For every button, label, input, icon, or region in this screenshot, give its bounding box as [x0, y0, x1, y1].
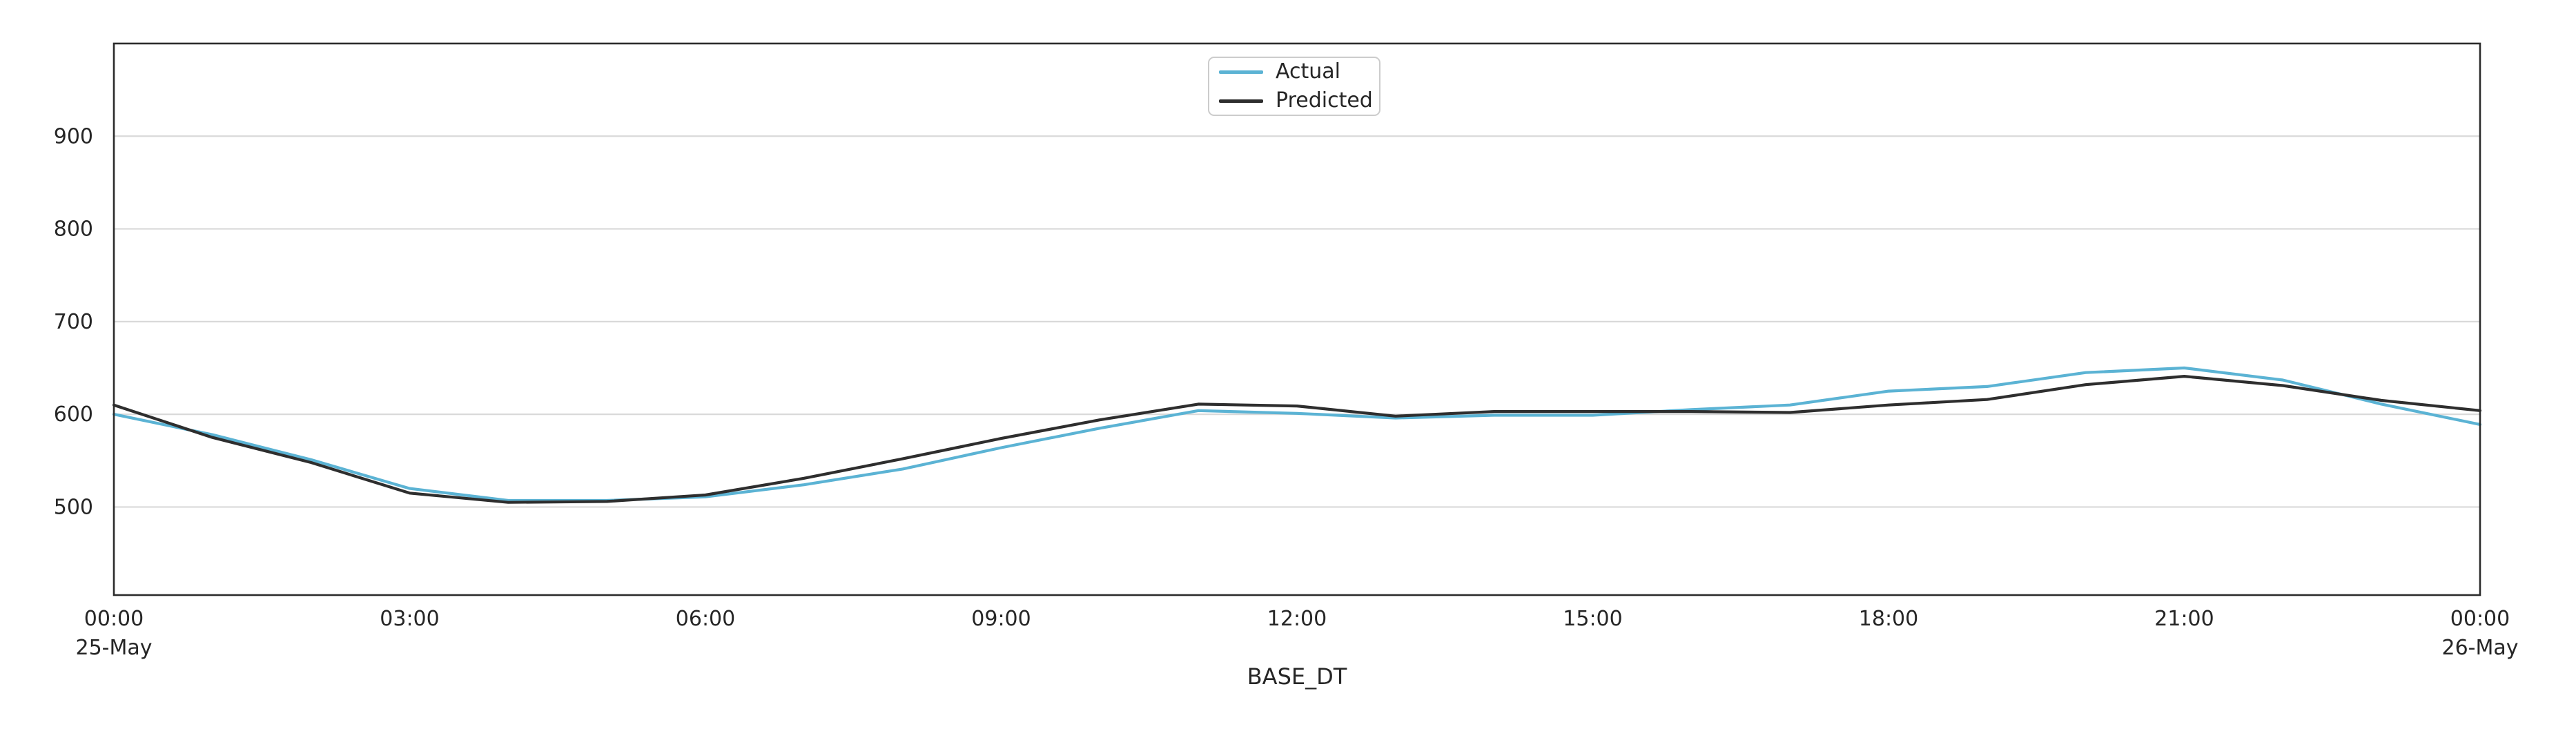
- legend-item-actual: Actual: [1219, 61, 1379, 83]
- x-date-label-26-May: 26-May: [2441, 636, 2518, 660]
- x-axis-label: BASE_DT: [1247, 663, 1347, 690]
- legend-label-actual: Actual: [1276, 59, 1340, 84]
- y-tick-label-900: 900: [54, 124, 93, 148]
- predicted-line-swatch: [1219, 99, 1263, 103]
- x-tick-label-4: 12:00: [1267, 607, 1327, 631]
- x-tick-label-3: 09:00: [971, 607, 1031, 631]
- x-tick-label-0: 00:00: [84, 607, 144, 631]
- series-line-predicted: [112, 374, 2482, 504]
- x-tick-label-6: 18:00: [1859, 607, 1918, 631]
- series-lines: [112, 366, 2482, 504]
- x-date-label-25-May: 25-May: [75, 636, 152, 660]
- legend-item-predicted: Predicted: [1219, 90, 1379, 112]
- plot-border: [113, 42, 2481, 596]
- x-tick-label-8: 00:00: [2450, 607, 2510, 631]
- series-line-actual: [112, 366, 2482, 503]
- legend-label-predicted: Predicted: [1276, 88, 1373, 113]
- y-tick-label-500: 500: [54, 495, 93, 519]
- x-tick-label-2: 06:00: [676, 607, 735, 631]
- y-tick-label-700: 700: [54, 310, 93, 334]
- y-tick-label-800: 800: [54, 217, 93, 242]
- actual-line-swatch: [1219, 70, 1263, 74]
- x-tick-label-5: 15:00: [1563, 607, 1622, 631]
- x-tick-label-7: 21:00: [2154, 607, 2214, 631]
- x-tick-labels: 00:00 03:00 06:00 09:00 12:00 15:00 18:00 21:00…: [75, 607, 2518, 660]
- y-tick-labels: 500 600 700 800 900: [54, 124, 93, 519]
- y-tick-label-600: 600: [54, 402, 93, 427]
- x-tick-label-1: 03:00: [380, 607, 439, 631]
- legend: Actual Predicted: [1208, 57, 1380, 116]
- gridlines: [114, 135, 2480, 508]
